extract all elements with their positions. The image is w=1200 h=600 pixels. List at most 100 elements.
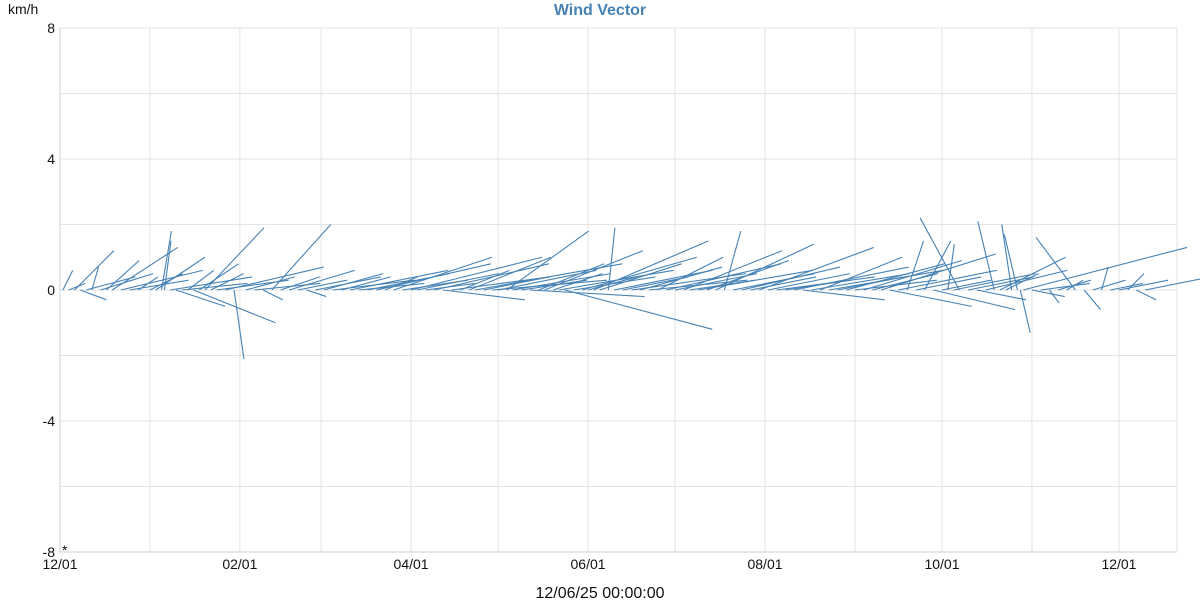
wind-vector xyxy=(181,282,248,291)
wind-vector xyxy=(204,227,265,291)
wind-vector xyxy=(750,276,817,291)
wind-vector xyxy=(521,279,587,291)
wind-vector xyxy=(289,269,355,291)
wind-vector xyxy=(1031,289,1065,298)
wind-vector xyxy=(120,269,203,291)
y-tick-label: 4 xyxy=(47,151,55,167)
wind-vector xyxy=(1040,282,1090,291)
wind-vector xyxy=(460,269,510,291)
wind-vector xyxy=(977,221,995,291)
wind-vector xyxy=(62,270,74,291)
x-tick-label: 06/01 xyxy=(571,556,606,572)
wind-vector xyxy=(254,282,320,291)
wind-vector xyxy=(175,289,226,307)
wind-vector xyxy=(271,224,332,291)
wind-vector xyxy=(74,250,115,291)
wind-vector xyxy=(1127,273,1145,291)
wind-vectors xyxy=(62,217,1200,359)
wind-vector xyxy=(149,273,183,291)
wind-vector xyxy=(393,256,493,291)
wind-vector xyxy=(941,279,992,291)
wind-vector xyxy=(538,263,605,291)
wind-vector xyxy=(863,259,963,291)
wind-vector xyxy=(872,273,938,291)
y-axis-unit-label: km/h xyxy=(8,1,38,17)
wind-vector xyxy=(85,276,136,291)
wind-vector xyxy=(1144,278,1200,291)
wind-vector xyxy=(341,276,391,291)
wind-vector xyxy=(599,263,682,291)
wind-vector xyxy=(553,273,603,291)
wind-vector xyxy=(1019,289,1031,333)
y-tick-label: -4 xyxy=(43,413,56,429)
wind-vector xyxy=(723,230,742,291)
wind-vector xyxy=(544,250,643,291)
wind-vector xyxy=(898,269,997,291)
wind-vector xyxy=(802,289,885,301)
wind-vector xyxy=(384,276,418,291)
wind-vector xyxy=(1035,237,1076,291)
wind-vector xyxy=(198,263,239,291)
wind-vector xyxy=(1001,224,1013,291)
wind-vector xyxy=(953,273,1036,291)
wind-vector xyxy=(1136,289,1157,301)
wind-vector xyxy=(68,282,86,291)
wind-vector xyxy=(111,246,179,291)
wind-vector xyxy=(210,273,244,291)
wind-vector xyxy=(1110,282,1144,291)
wind-vector xyxy=(767,273,850,291)
wind-vector xyxy=(947,244,955,291)
wind-vector xyxy=(297,279,348,291)
wind-vector xyxy=(1092,279,1126,291)
wind-vector xyxy=(759,246,875,291)
wind-vector xyxy=(187,269,215,291)
wind-vector xyxy=(468,256,552,291)
origin-marker: * xyxy=(62,542,68,558)
wind-vector xyxy=(416,273,499,291)
wind-vector xyxy=(245,276,295,291)
x-axis-timestamp-label: 12/06/25 00:00:00 xyxy=(535,585,664,600)
wind-vector xyxy=(306,289,327,298)
wind-vector xyxy=(587,276,638,291)
wind-vector xyxy=(593,240,709,291)
chart-title: Wind Vector xyxy=(554,2,646,19)
wind-vector xyxy=(846,263,945,291)
wind-vector xyxy=(233,289,245,359)
x-tick-label: 02/01 xyxy=(222,556,257,572)
wind-vector xyxy=(889,289,972,307)
x-tick-label: 04/01 xyxy=(394,556,429,572)
wind-vector xyxy=(434,263,550,291)
wind-vector xyxy=(280,276,320,291)
wind-vector xyxy=(80,289,107,301)
wind-vector xyxy=(614,269,713,291)
wind-vector xyxy=(225,266,324,291)
wind-vector xyxy=(1066,279,1084,291)
x-tick-label: 10/01 xyxy=(924,556,959,572)
y-tick-label: 8 xyxy=(47,20,55,36)
wind-vector xyxy=(1003,234,1018,291)
wind-vector xyxy=(106,260,140,291)
y-tick-labels: 8 4 0 -4 -8 xyxy=(43,20,56,560)
wind-vector xyxy=(933,289,1016,311)
wind-vector xyxy=(564,289,713,330)
wind-vector xyxy=(323,273,384,291)
x-tick-label: 12/01 xyxy=(42,556,77,572)
wind-vector xyxy=(138,276,159,291)
wind-vector xyxy=(506,230,589,291)
wind-vector xyxy=(976,289,1027,301)
wind-vector xyxy=(161,230,172,291)
y-tick-label: 0 xyxy=(47,282,55,298)
wind-vector xyxy=(350,269,449,291)
x-tick-label: 08/01 xyxy=(747,556,782,572)
wind-vector xyxy=(906,240,925,291)
wind-vector xyxy=(155,256,206,291)
wind-vector xyxy=(1023,246,1188,291)
wind-vector xyxy=(410,256,543,291)
axes xyxy=(59,28,1177,553)
x-tick-labels: 12/01 02/01 04/01 06/01 08/01 10/01 12/01 xyxy=(42,556,1136,572)
wind-vector xyxy=(924,240,952,291)
wind-vector xyxy=(442,289,525,301)
wind-vector xyxy=(715,243,815,291)
wind-vector xyxy=(91,266,99,291)
